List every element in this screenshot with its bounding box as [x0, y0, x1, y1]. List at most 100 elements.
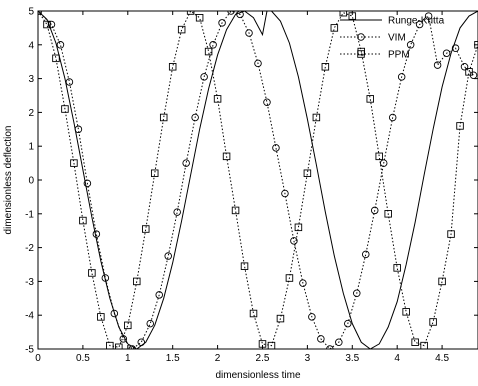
series-vim: [38, 11, 478, 349]
vim-point: [451, 44, 460, 52]
vim-point: [92, 230, 101, 238]
vim-point: [56, 41, 65, 49]
ppm-point: [447, 230, 455, 238]
y-tick-label: 0: [28, 176, 34, 187]
vim-point: [173, 208, 181, 216]
vim-point: [370, 206, 379, 215]
y-tick-label: 3: [28, 74, 34, 85]
vim-point: [308, 313, 316, 321]
vim-point: [128, 345, 137, 349]
series-ppm: [38, 11, 478, 349]
ppm-point: [115, 343, 123, 349]
y-tick-label: 4: [28, 40, 34, 51]
legend-label-ppm: PPM: [388, 50, 410, 61]
ppm-point: [438, 277, 446, 286]
series-runge-kutta: [38, 11, 478, 349]
y-tick-label: -2: [25, 243, 34, 254]
y-tick-label: 2: [28, 108, 34, 119]
ppm-point: [429, 318, 437, 326]
ppm-point: [106, 341, 114, 349]
ppm-point: [52, 54, 60, 63]
vim-point: [101, 274, 110, 282]
y-tick-label: -1: [25, 209, 34, 220]
x-tick-label: 0: [35, 353, 41, 364]
ppm-point: [70, 159, 78, 167]
vim-point: [433, 61, 442, 69]
x-tick-label: 3.5: [345, 353, 359, 364]
ppm-point: [285, 274, 294, 282]
legend-vim-point: [357, 33, 365, 41]
vim-point: [182, 159, 190, 167]
vim-point: [344, 319, 352, 328]
y-tick-label: -3: [25, 277, 34, 288]
vim-point: [47, 20, 56, 29]
vim-point: [155, 291, 163, 299]
ppm-line: [38, 11, 478, 348]
x-tick-label: 4.5: [435, 353, 449, 364]
ppm-point: [465, 68, 473, 76]
vim-point: [281, 189, 289, 198]
vim-point: [236, 11, 244, 19]
x-tick-label: 1.5: [166, 353, 180, 364]
ppm-point: [339, 11, 348, 17]
vim-point: [397, 73, 406, 81]
vim-point: [74, 125, 83, 134]
vim-point: [272, 144, 280, 152]
vim-point: [335, 338, 343, 346]
vim-point: [191, 113, 199, 122]
ppm-point: [168, 63, 177, 71]
vim-point: [263, 98, 271, 107]
vim-point: [164, 252, 172, 260]
legend-label-vim: VIM: [388, 33, 406, 44]
ppm-point: [366, 95, 374, 103]
ppm-point: [312, 113, 321, 122]
ppm-point: [456, 122, 464, 130]
ppm-point: [375, 152, 383, 161]
ppm-point: [159, 113, 168, 122]
x-tick-label: 4: [394, 353, 400, 364]
plot-area: [37, 10, 478, 350]
ppm-point: [321, 63, 330, 71]
y-tick-label: -5: [25, 345, 34, 356]
x-tick-label: 0.5: [76, 353, 90, 364]
y-tick-label: -4: [25, 311, 34, 322]
vim-point: [146, 319, 154, 328]
vim-point: [388, 113, 397, 122]
ppm-point: [411, 338, 419, 346]
ppm-point: [384, 210, 392, 218]
legend-item-runge-kutta: Runge-Kutta: [340, 16, 445, 27]
vim-point: [245, 29, 253, 37]
ppm-point: [303, 169, 312, 177]
vim-point: [362, 250, 370, 259]
legend-item-ppm: PPM: [340, 50, 410, 61]
ppm-point: [276, 314, 285, 323]
vim-point: [290, 237, 298, 245]
runge-kutta-line: [38, 11, 478, 349]
ppm-point: [222, 152, 231, 161]
vim-point: [317, 335, 325, 343]
vim-point: [227, 11, 235, 15]
ppm-point: [97, 313, 105, 321]
vim-point: [200, 73, 208, 81]
axis-layer: 0 0.5 1 1.5 2 2.5 3 3.5 4 4.5 -5 -4 -3 -2 -1 0 1 2 3 4 5: [25, 7, 478, 364]
x-tick-label: 2: [215, 353, 221, 364]
vim-point: [209, 41, 217, 49]
x-tick-label: 3: [305, 353, 311, 364]
legend-ppm-point: [357, 50, 365, 58]
ppm-point: [61, 105, 69, 113]
vim-point: [415, 20, 424, 29]
series-layer: [38, 11, 478, 349]
vim-point: [137, 338, 146, 346]
x-tick-label: 1: [125, 353, 131, 364]
ppm-point: [420, 341, 428, 349]
vim-line: [38, 11, 474, 349]
y-tick-label: 5: [28, 7, 34, 18]
ppm-point: [294, 223, 303, 232]
x-tick-label: 2.5: [256, 353, 270, 364]
ppm-point: [43, 20, 51, 29]
legend-item-vim: VIM: [340, 33, 406, 44]
vim-point: [326, 345, 334, 349]
ppm-point: [186, 11, 195, 15]
ppm-point: [249, 309, 258, 318]
